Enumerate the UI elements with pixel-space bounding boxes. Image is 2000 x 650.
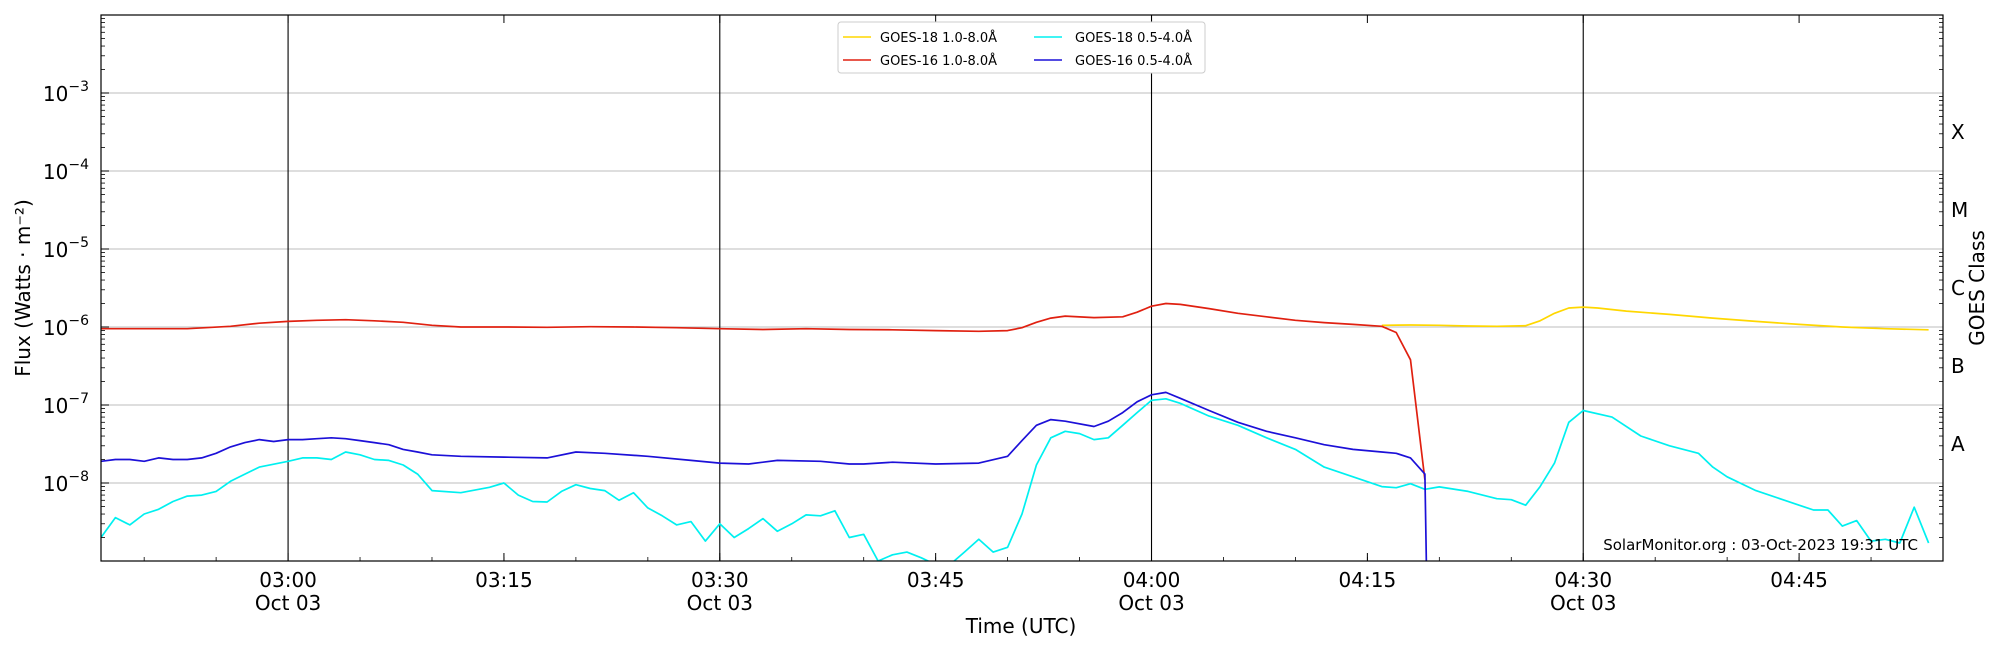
x-tick-sublabel: Oct 03 [255, 591, 321, 615]
y-tick-label: 10−3 [43, 79, 89, 106]
y-tick-label: 10−5 [43, 235, 89, 262]
x-tick-label: 03:30 [691, 568, 749, 592]
goes-class-label: X [1951, 120, 1965, 144]
legend-label-goes18-long: GOES-18 1.0-8.0Å [880, 30, 997, 46]
series-line-goes16-long-line [101, 302, 1426, 480]
legend: GOES-18 1.0-8.0Å GOES-16 1.0-8.0Å GOES-1… [837, 21, 1206, 74]
y-tick-label: 10−6 [43, 313, 89, 340]
x-tick-label: 04:00 [1123, 568, 1181, 592]
series-lines [101, 302, 1930, 561]
plot-frame [100, 14, 1944, 562]
series-line-goes18-short-line [101, 397, 1930, 561]
y-tick-label: 10−4 [43, 157, 89, 184]
goes-class-label: M [1951, 198, 1968, 222]
x-tick-sublabel: Oct 03 [687, 591, 753, 615]
x-tick-label: 03:45 [907, 568, 965, 592]
legend-box [837, 21, 1206, 74]
y-tick-label: 10−8 [43, 469, 89, 496]
goes-class-label: A [1951, 432, 1965, 456]
plot-background [101, 15, 1943, 561]
series-line-goes18-long-line [1381, 306, 1929, 331]
legend-label-goes18-short: GOES-18 0.5-4.0Å [1075, 30, 1192, 46]
legend-label-goes16-long: GOES-16 1.0-8.0Å [880, 53, 997, 69]
goes-class-label: C [1951, 276, 1965, 300]
x-tick-label: 04:30 [1554, 568, 1612, 592]
legend-label-goes16-short: GOES-16 0.5-4.0Å [1075, 53, 1192, 69]
goes-class-label: B [1951, 354, 1965, 378]
x-tick-label: 03:15 [475, 568, 533, 592]
x-tick-label: 03:00 [259, 568, 317, 592]
y-tick-label: 10−7 [43, 391, 89, 418]
x-tick-sublabel: Oct 03 [1550, 591, 1616, 615]
series-line-goes16-short-line [101, 391, 1428, 561]
x-tick-label: 04:45 [1770, 568, 1828, 592]
x-tick-sublabel: Oct 03 [1118, 591, 1184, 615]
x-tick-label: 04:15 [1339, 568, 1397, 592]
y-axis-title: Flux (Watts · m⁻²) [11, 199, 35, 377]
y2-axis-title: GOES Class [1965, 230, 1989, 346]
credit-annotation: SolarMonitor.org : 03-Oct-2023 19:31 UTC [1603, 536, 1918, 554]
x-axis-title: Time (UTC) [965, 614, 1077, 638]
